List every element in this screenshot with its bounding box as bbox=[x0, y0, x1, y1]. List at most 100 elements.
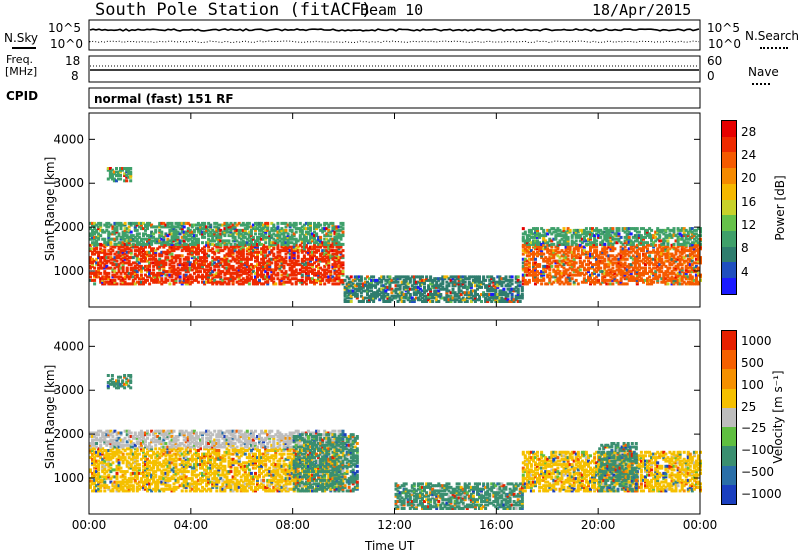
data-cell bbox=[593, 263, 597, 267]
data-cell bbox=[615, 268, 619, 272]
data-cell bbox=[370, 284, 374, 288]
data-cell bbox=[595, 275, 599, 279]
data-cell bbox=[516, 300, 520, 303]
data-cell bbox=[217, 232, 221, 236]
data-cell bbox=[146, 225, 149, 229]
data-cell bbox=[560, 249, 564, 253]
data-cell bbox=[292, 257, 296, 261]
data-cell bbox=[378, 293, 382, 296]
data-cell bbox=[142, 249, 145, 253]
data-cell bbox=[205, 228, 209, 232]
data-cell bbox=[611, 254, 615, 258]
data-cell bbox=[133, 254, 137, 258]
data-cell bbox=[423, 298, 426, 302]
data-cell bbox=[194, 247, 198, 251]
data-cell bbox=[457, 284, 461, 288]
data-cell bbox=[119, 237, 123, 241]
data-cell bbox=[686, 275, 690, 279]
data-cell bbox=[113, 227, 117, 231]
data-cell bbox=[158, 234, 162, 238]
data-cell bbox=[127, 235, 131, 239]
data-cell bbox=[564, 249, 568, 253]
data-cell bbox=[680, 282, 684, 286]
data-cell bbox=[631, 249, 635, 253]
data-cell bbox=[650, 228, 654, 232]
data-cell bbox=[182, 235, 186, 239]
data-cell bbox=[560, 275, 564, 279]
data-cell bbox=[162, 264, 166, 268]
data-cell bbox=[558, 263, 562, 267]
data-cell bbox=[560, 280, 564, 284]
data-cell bbox=[445, 289, 449, 293]
data-cell bbox=[690, 256, 694, 260]
data-cell bbox=[298, 249, 302, 253]
data-cell bbox=[284, 252, 288, 256]
data-cell bbox=[170, 232, 174, 236]
data-cell bbox=[142, 282, 145, 286]
data-cell bbox=[186, 261, 190, 265]
data-cell bbox=[152, 275, 156, 279]
data-cell bbox=[109, 232, 113, 236]
data-cell bbox=[268, 237, 272, 241]
data-cell bbox=[696, 273, 700, 277]
data-cell bbox=[527, 268, 531, 272]
data-cell bbox=[548, 273, 552, 277]
data-cell bbox=[672, 230, 676, 234]
data-cell bbox=[282, 241, 286, 245]
data-cell bbox=[107, 234, 111, 238]
data-cell bbox=[196, 227, 200, 231]
data-cell bbox=[272, 257, 276, 261]
data-cell bbox=[150, 254, 154, 258]
data-cell bbox=[396, 280, 400, 284]
data-cell bbox=[306, 252, 310, 256]
data-cell bbox=[278, 264, 282, 268]
data-cell bbox=[196, 237, 200, 241]
data-cell bbox=[317, 221, 321, 225]
data-cell bbox=[192, 237, 196, 241]
data-cell bbox=[125, 235, 129, 239]
data-cell bbox=[376, 280, 380, 284]
data-cell bbox=[172, 270, 176, 274]
data-cell bbox=[227, 282, 231, 286]
data-cell bbox=[423, 278, 426, 282]
data-cell bbox=[315, 264, 319, 268]
data-cell bbox=[319, 282, 323, 286]
data-cell bbox=[534, 230, 537, 234]
data-cell bbox=[203, 221, 207, 225]
data-cell bbox=[247, 221, 251, 225]
data-cell bbox=[278, 280, 282, 284]
data-cell bbox=[306, 247, 310, 251]
data-cell bbox=[562, 230, 566, 234]
data-cell bbox=[325, 256, 329, 260]
data-cell bbox=[527, 254, 531, 258]
data-cell bbox=[542, 239, 546, 243]
data-cell bbox=[554, 259, 558, 263]
data-cell bbox=[209, 273, 213, 277]
data-cell bbox=[527, 263, 531, 267]
data-cell bbox=[97, 261, 101, 265]
data-cell bbox=[99, 261, 103, 265]
data-cell bbox=[601, 278, 605, 282]
data-cell bbox=[190, 225, 194, 229]
data-cell bbox=[290, 235, 294, 239]
data-cell bbox=[690, 247, 694, 251]
data-cell bbox=[201, 247, 204, 251]
data-cell bbox=[380, 294, 384, 298]
data-cell bbox=[258, 278, 261, 282]
data-cell bbox=[190, 275, 194, 279]
data-cell bbox=[408, 294, 412, 298]
data-cell bbox=[119, 167, 122, 170]
data-cell bbox=[512, 300, 516, 303]
data-cell bbox=[646, 257, 649, 261]
data-cell bbox=[311, 271, 314, 275]
data-cell bbox=[249, 254, 253, 258]
data-cell bbox=[388, 285, 392, 289]
data-cell bbox=[144, 280, 147, 284]
data-cell bbox=[662, 249, 666, 253]
data-cell bbox=[162, 221, 166, 225]
data-cell bbox=[139, 245, 143, 249]
data-cell bbox=[262, 243, 266, 247]
data-cell bbox=[217, 250, 221, 254]
data-cell bbox=[512, 287, 516, 291]
data-cell bbox=[355, 296, 359, 300]
